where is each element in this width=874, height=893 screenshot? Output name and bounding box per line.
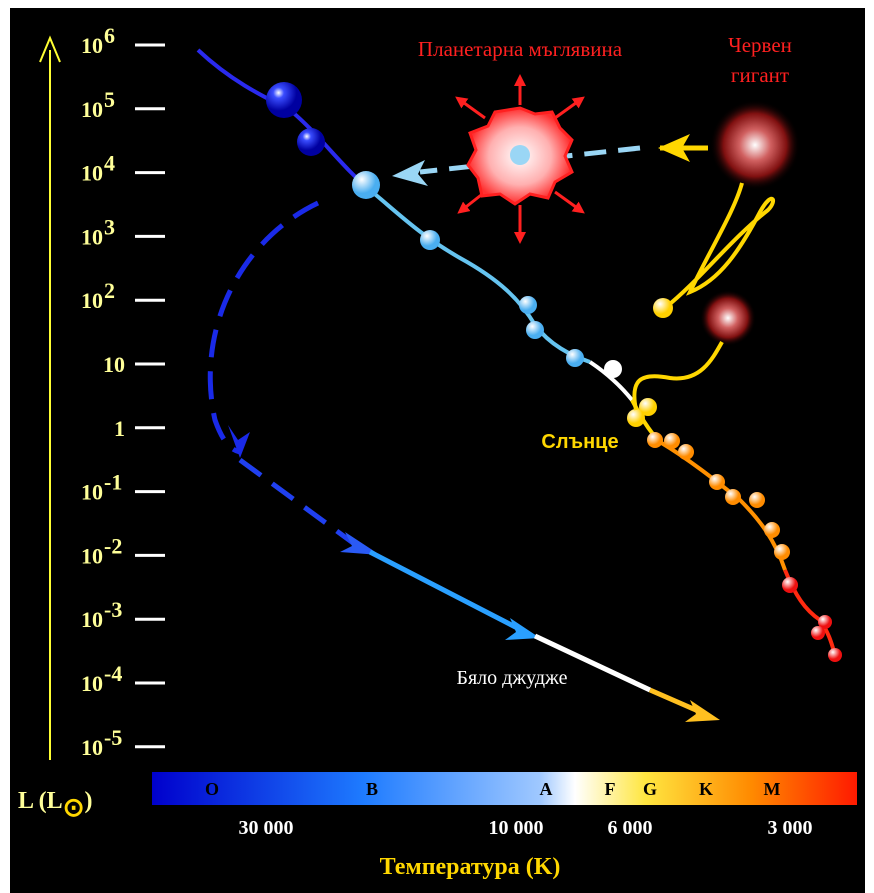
tick-label: 10 bbox=[81, 607, 103, 632]
y-axis-title-text: L (L bbox=[18, 788, 63, 814]
star bbox=[749, 492, 765, 508]
tick-exponent: -2 bbox=[104, 533, 122, 558]
tick-exponent: 6 bbox=[104, 23, 115, 48]
star bbox=[811, 626, 825, 640]
tick-exponent: -3 bbox=[104, 597, 122, 622]
white-dwarf-label: Бяло джудже bbox=[456, 667, 567, 689]
tick-base: 10 bbox=[81, 671, 103, 696]
tick-base: 10 bbox=[81, 224, 103, 249]
tick-base: 10 bbox=[81, 480, 103, 505]
tick-base: 10 bbox=[81, 97, 103, 122]
tick-label: 10 bbox=[81, 33, 103, 58]
star bbox=[678, 444, 694, 460]
sun-symbol: ⊙ bbox=[63, 793, 85, 822]
star bbox=[420, 230, 440, 250]
star bbox=[526, 321, 544, 339]
tick-exponent: 5 bbox=[104, 87, 115, 112]
tick-label: 10 bbox=[81, 161, 103, 186]
tick-exponent: -5 bbox=[104, 725, 122, 750]
spectral-class: G bbox=[643, 779, 657, 799]
spectral-class: A bbox=[540, 779, 553, 799]
tick-base: 10 bbox=[103, 352, 125, 377]
star bbox=[604, 360, 622, 378]
y-axis-title-close: ) bbox=[84, 788, 92, 814]
tick-label: 10 bbox=[81, 735, 103, 760]
tick-base: 10 bbox=[81, 161, 103, 186]
spectral-bar bbox=[152, 772, 857, 805]
tick-label: 10 bbox=[81, 288, 103, 313]
spectral-class: K bbox=[699, 779, 713, 799]
star bbox=[352, 171, 380, 199]
tick-label: 10 bbox=[103, 352, 125, 377]
spectral-class: F bbox=[605, 779, 616, 799]
star bbox=[647, 432, 663, 448]
tick-label: 1 bbox=[114, 416, 125, 441]
sun-label: Слънце bbox=[541, 431, 618, 453]
tick-label: 10 bbox=[81, 543, 103, 568]
x-axis-title: Температура (K) bbox=[380, 854, 561, 880]
temperature: 6 000 bbox=[608, 817, 653, 839]
spectral-class: M bbox=[764, 779, 781, 799]
tick-exponent: 4 bbox=[104, 151, 115, 176]
tick-label: 10 bbox=[81, 480, 103, 505]
red-giant bbox=[710, 100, 800, 190]
temperature: 10 000 bbox=[489, 817, 544, 839]
tick-base: 10 bbox=[81, 607, 103, 632]
star bbox=[725, 489, 741, 505]
tick-exponent: 2 bbox=[104, 278, 115, 303]
tick-base: 10 bbox=[81, 735, 103, 760]
tick-exponent: -1 bbox=[104, 470, 122, 495]
star bbox=[782, 577, 798, 593]
tick-label: 10 bbox=[81, 97, 103, 122]
red-giant-small bbox=[700, 290, 756, 346]
red-giant-label: Червен bbox=[728, 33, 792, 57]
tick-exponent: -4 bbox=[104, 661, 122, 686]
star bbox=[566, 349, 584, 367]
temperature: 3 000 bbox=[768, 817, 813, 839]
star bbox=[653, 298, 673, 318]
star bbox=[519, 296, 537, 314]
star bbox=[828, 648, 842, 662]
red-giant-label: гигант bbox=[731, 63, 789, 87]
hr-diagram: 10610510410310210110-110-210-310-410-5 bbox=[0, 0, 874, 893]
tick-base: 10 bbox=[81, 543, 103, 568]
nebula-label: Планетарна мъглявина bbox=[418, 37, 623, 61]
tick-base: 10 bbox=[81, 288, 103, 313]
star bbox=[664, 433, 680, 449]
star bbox=[709, 474, 725, 490]
temperature: 30 000 bbox=[239, 817, 294, 839]
sun bbox=[627, 409, 645, 427]
tick-base: 10 bbox=[81, 33, 103, 58]
tick-exponent: 3 bbox=[104, 214, 115, 239]
spectral-class: O bbox=[205, 779, 219, 799]
nebula-core bbox=[510, 145, 530, 165]
star bbox=[266, 82, 302, 118]
tick-label: 10 bbox=[81, 224, 103, 249]
tick-base: 1 bbox=[114, 416, 125, 441]
spectral-class: B bbox=[366, 779, 378, 799]
star bbox=[774, 544, 790, 560]
star bbox=[764, 522, 780, 538]
tick-label: 10 bbox=[81, 671, 103, 696]
star bbox=[297, 128, 325, 156]
